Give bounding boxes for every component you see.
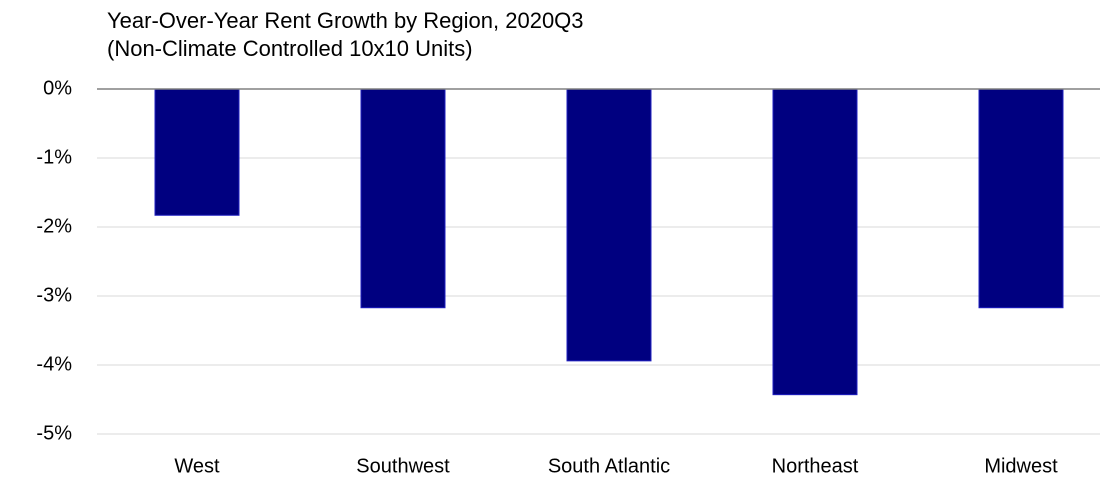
bar xyxy=(154,88,240,216)
bar xyxy=(772,88,858,396)
bar xyxy=(360,88,446,309)
x-tick-label: Midwest xyxy=(984,455,1058,477)
bar xyxy=(566,88,652,362)
y-tick-label: -3% xyxy=(36,284,72,306)
y-tick-label: -5% xyxy=(36,422,72,444)
x-tick-label: South Atlantic xyxy=(548,455,670,477)
x-tick-label: West xyxy=(174,455,220,477)
y-tick-label: -2% xyxy=(36,215,72,237)
y-tick-label: -1% xyxy=(36,146,72,168)
chart-title: Year-Over-Year Rent Growth by Region, 20… xyxy=(107,8,584,33)
x-tick-label: Northeast xyxy=(772,455,859,477)
bar xyxy=(978,88,1064,309)
x-tick-label: Southwest xyxy=(356,455,450,477)
y-tick-label: -4% xyxy=(36,353,72,375)
chart-subtitle: (Non-Climate Controlled 10x10 Units) xyxy=(107,36,473,61)
y-tick-label: 0% xyxy=(43,77,72,99)
